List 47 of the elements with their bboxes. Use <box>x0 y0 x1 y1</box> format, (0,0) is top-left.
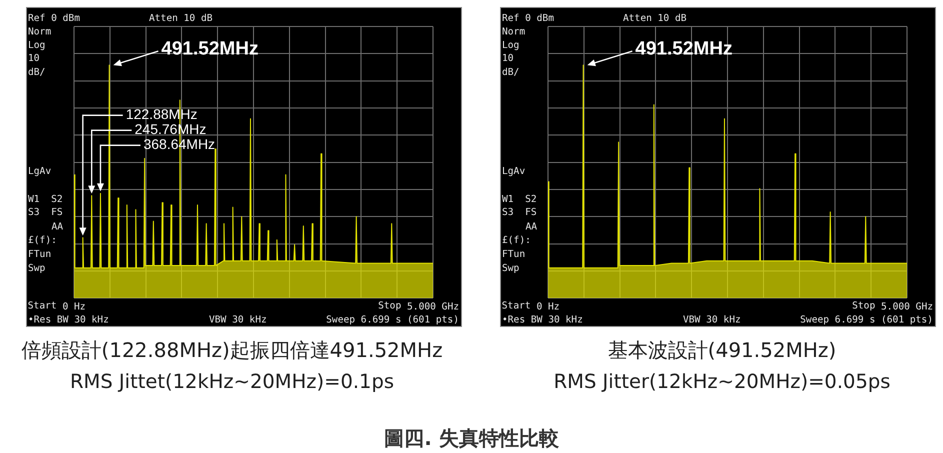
text: Norm <box>502 26 526 38</box>
text: £(f): <box>28 235 57 246</box>
text: dB/ <box>28 67 46 78</box>
text: LgAv <box>28 166 52 177</box>
text: Stop <box>378 300 402 312</box>
text: RMS Jitter(12kHz~20MHz)=0.05ps <box>552 370 892 394</box>
x-tick-label: 0 Hz <box>536 301 560 312</box>
text: 10 <box>28 53 40 64</box>
text: Atten 10 dB <box>149 13 213 24</box>
text: Atten 10 dB <box>623 13 687 24</box>
annotation: 491.52MHz <box>161 38 258 60</box>
text: Ref 0 dBm <box>502 13 554 24</box>
text: Log <box>28 40 46 51</box>
text: 倍頻設計(122.88MHz)起振四倍達491.52MHz <box>20 338 444 362</box>
text: AA <box>51 222 64 232</box>
text: FTun <box>502 249 526 260</box>
text: Start <box>502 300 531 312</box>
text: Log <box>502 40 520 51</box>
x-tick-label: 5.000 GHz <box>881 301 933 312</box>
text: RMS Jittet(12kHz~20MHz)=0.1ps <box>68 370 396 394</box>
text: S3 FS <box>502 207 537 218</box>
text: Norm <box>28 26 52 38</box>
text: £(f): <box>502 235 531 246</box>
text: Swp <box>502 263 520 274</box>
text: •Res BW 30 kHz <box>28 314 109 326</box>
text: VBW 30 kHz <box>683 314 741 326</box>
text: AA <box>525 222 538 232</box>
text: S3 FS <box>28 207 63 218</box>
text: Sweep 6.699 s (601 pts) <box>800 314 933 326</box>
x-tick-label: 0 Hz <box>62 301 86 312</box>
text: 基本波設計(491.52MHz) <box>606 338 838 362</box>
text: VBW 30 kHz <box>209 314 267 326</box>
text: LgAv <box>502 166 526 177</box>
text: Start <box>28 300 57 312</box>
text: W1 S2 <box>28 194 63 205</box>
text: Ref 0 dBm <box>28 13 80 24</box>
text: Stop <box>852 300 876 312</box>
text: FTun <box>28 249 52 260</box>
text: 圖四. 失真特性比較 <box>383 426 560 450</box>
annotation: 491.52MHz <box>635 38 732 60</box>
text: Sweep 6.699 s (601 pts) <box>326 314 459 326</box>
text: •Res BW 30 kHz <box>502 314 583 326</box>
x-tick-label: 5.000 GHz <box>407 301 459 312</box>
text: dB/ <box>502 67 520 78</box>
text: 10 <box>502 53 514 64</box>
text: Swp <box>28 263 46 274</box>
text: W1 S2 <box>502 194 537 205</box>
